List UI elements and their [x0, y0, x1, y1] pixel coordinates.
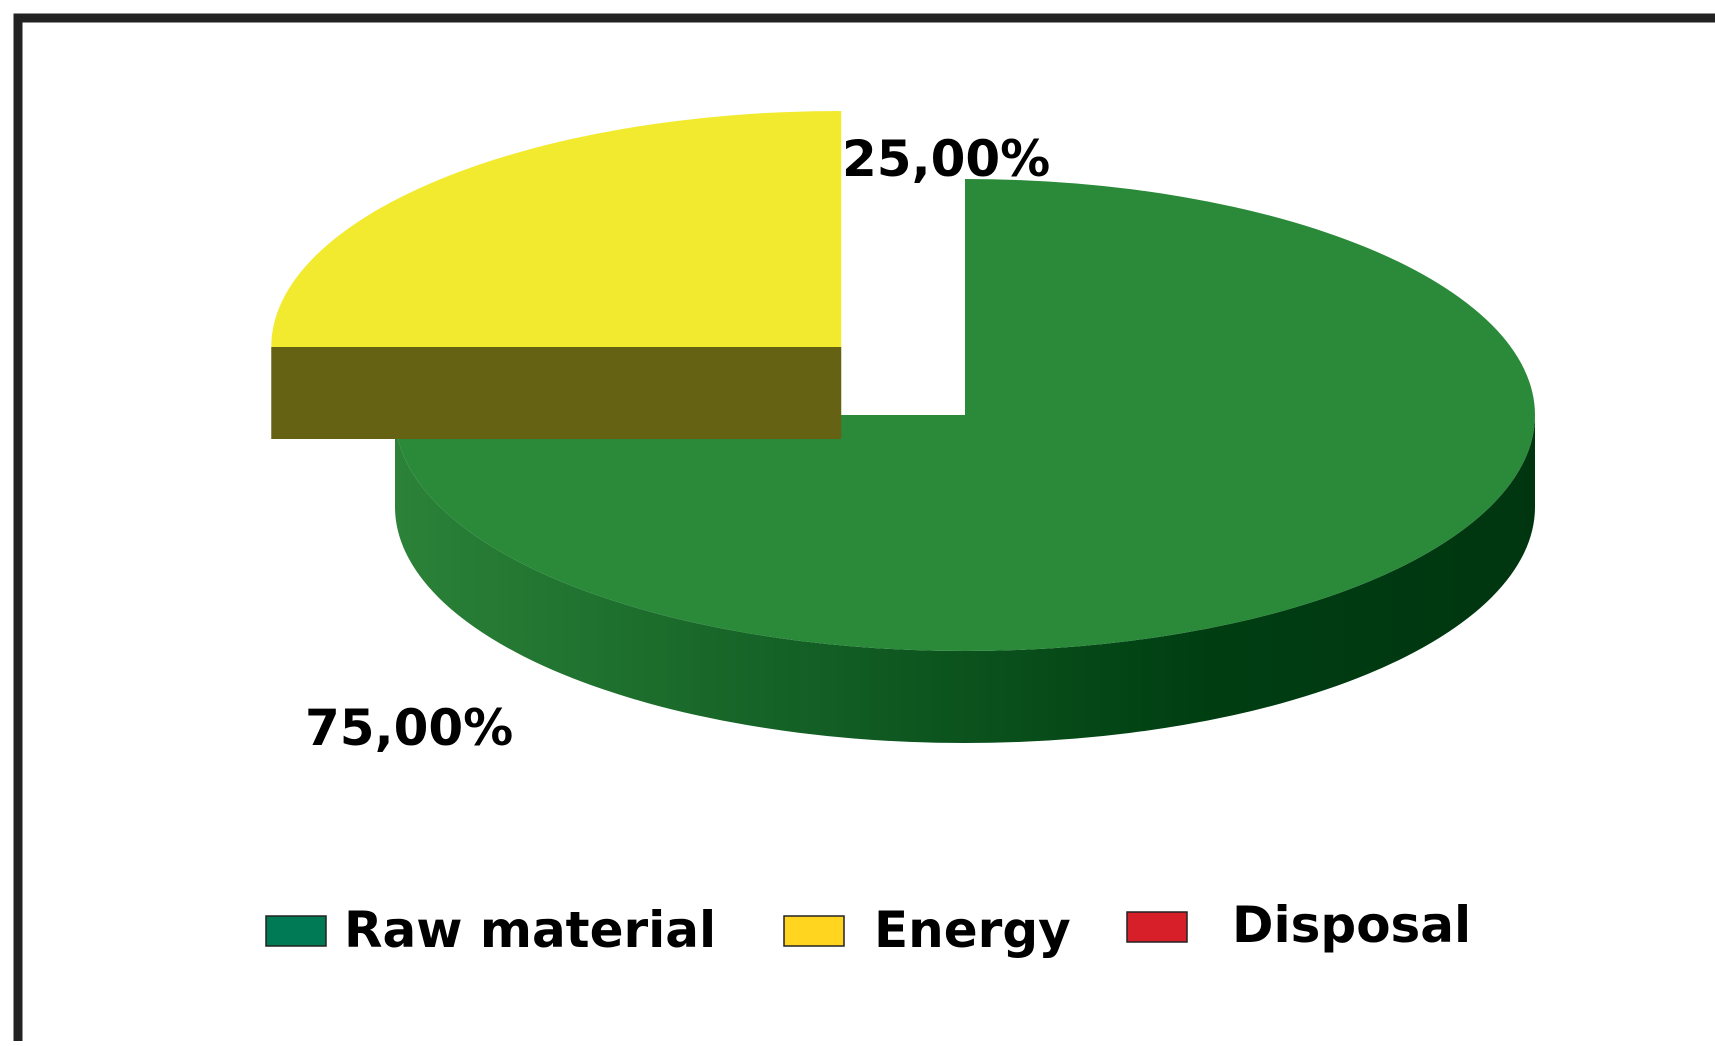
legend-swatch-energy	[783, 915, 845, 947]
legend-label-raw-material: Raw material	[344, 901, 716, 959]
pie-slice-energy-wall	[271, 346, 842, 439]
pie-slice-raw-material-top	[395, 179, 1535, 651]
legend-swatch-disposal	[1126, 911, 1188, 943]
legend-label-disposal: Disposal	[1232, 896, 1471, 954]
pie-slice-energy-top	[271, 110, 842, 347]
legend-label-energy: Energy	[874, 901, 1071, 959]
legend-swatch-raw-material	[265, 915, 327, 947]
data-label-energy: 25,00%	[842, 130, 1050, 188]
pie-slice-raw-material	[395, 179, 1535, 743]
data-label-raw-material: 75,00%	[305, 699, 513, 757]
legend: Raw material Energy Disposal	[265, 896, 1471, 959]
pie-slice-energy	[271, 110, 842, 439]
slices-layer	[271, 110, 1535, 743]
pie-slice-raw-material-side	[395, 415, 1535, 743]
